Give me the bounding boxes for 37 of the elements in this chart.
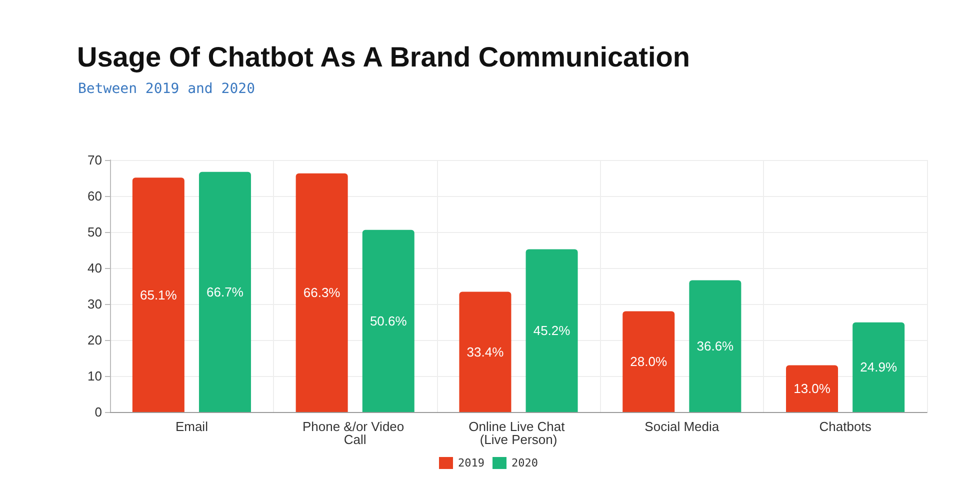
x-tick-label: Chatbots	[819, 419, 872, 434]
bar	[132, 178, 184, 412]
bar	[786, 365, 838, 412]
bar	[689, 280, 742, 412]
bar	[198, 172, 251, 412]
data-label: 28.0%	[630, 354, 668, 370]
data-label: 66.3%	[303, 285, 341, 300]
x-tick-label: Phone &/or Video Call	[302, 419, 408, 447]
data-label: 65.1%	[140, 287, 178, 302]
y-tick-label: 70	[88, 152, 102, 168]
data-label: 45.2%	[533, 323, 571, 338]
bar	[622, 311, 675, 412]
bar	[362, 230, 414, 412]
bar	[296, 173, 348, 412]
x-tick-label: Online Live Chat (Live Person)	[468, 419, 568, 447]
data-label: 13.0%	[794, 381, 831, 396]
y-tick-label: 10	[88, 368, 102, 384]
y-tick-label: 0	[94, 404, 102, 420]
x-tick-label: Social Media	[644, 419, 720, 434]
bar	[526, 249, 578, 412]
legend-label: 2020	[512, 456, 538, 470]
data-label: 24.9%	[860, 360, 898, 375]
data-label: 66.7%	[206, 284, 244, 300]
y-tick-label: 40	[88, 260, 102, 276]
legend-label: 2019	[458, 456, 485, 470]
chart-title: Usage Of Chatbot As A Brand Communication	[77, 42, 690, 72]
data-label: 36.6%	[696, 338, 734, 354]
y-tick-label: 50	[88, 224, 102, 240]
x-tick-label: Email	[175, 419, 208, 434]
bar	[852, 322, 905, 412]
data-label: 50.6%	[370, 313, 408, 328]
bar	[459, 292, 512, 412]
y-tick-label: 20	[88, 332, 102, 348]
y-tick-label: 30	[88, 296, 102, 312]
data-label: 33.4%	[466, 344, 504, 360]
y-tick-label: 60	[88, 188, 102, 204]
chart-subtitle: Between 2019 and 2020	[78, 81, 256, 97]
